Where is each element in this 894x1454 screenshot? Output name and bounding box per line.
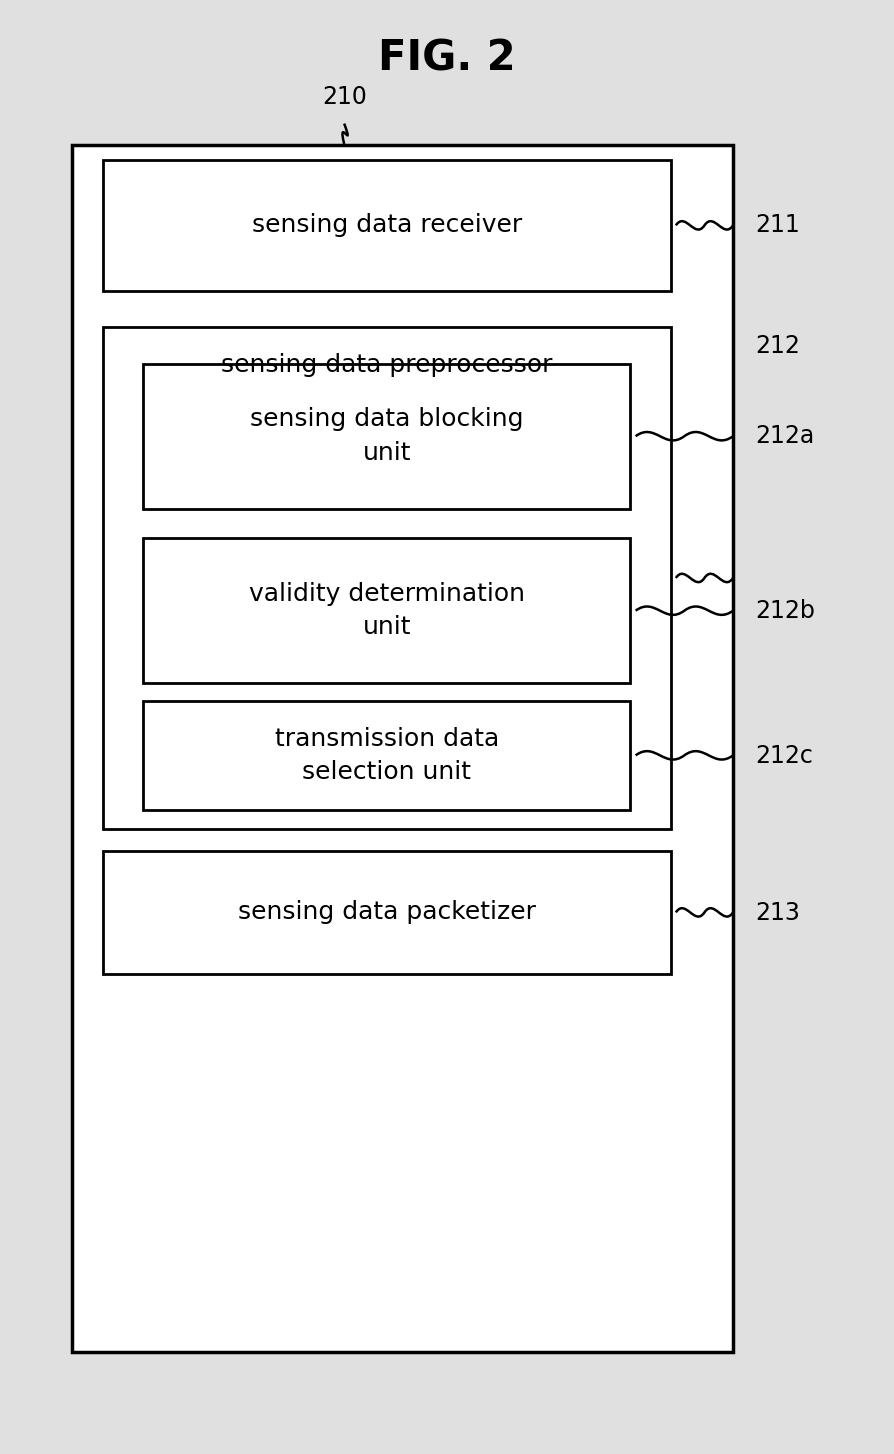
Text: 212a: 212a [755, 425, 814, 448]
Text: 210: 210 [322, 84, 367, 109]
Bar [72, 145, 733, 1352]
Bar [103, 327, 670, 829]
Text: 213: 213 [755, 901, 800, 925]
Bar [103, 851, 670, 974]
Text: 212b: 212b [755, 599, 815, 622]
Text: FIG. 2: FIG. 2 [378, 38, 516, 79]
Bar [143, 538, 630, 683]
Text: sensing data packetizer: sensing data packetizer [238, 900, 536, 925]
Text: 211: 211 [755, 214, 800, 237]
Text: sensing data receiver: sensing data receiver [251, 214, 522, 237]
Text: sensing data blocking
unit: sensing data blocking unit [250, 407, 523, 465]
Bar [143, 701, 630, 810]
Text: 212: 212 [755, 334, 800, 358]
Bar [103, 160, 670, 291]
Bar [143, 364, 630, 509]
Text: sensing data preprocessor: sensing data preprocessor [221, 353, 552, 378]
Text: 212c: 212c [755, 744, 814, 768]
Text: validity determination
unit: validity determination unit [249, 582, 525, 640]
Text: transmission data
selection unit: transmission data selection unit [274, 727, 499, 784]
